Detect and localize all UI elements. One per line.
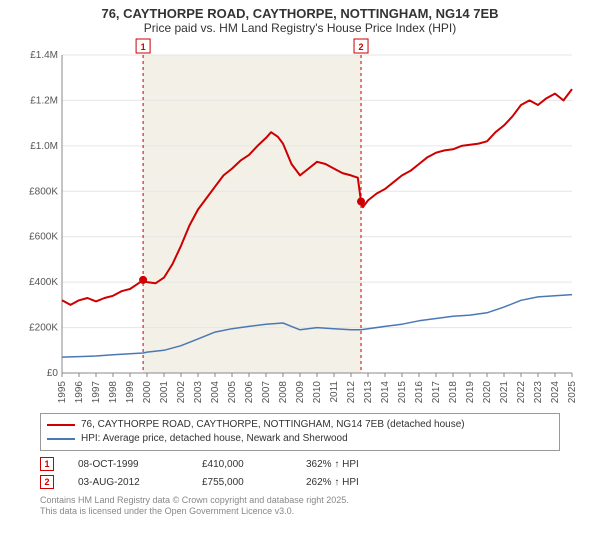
footer-line1: Contains HM Land Registry data © Crown c… [40,495,560,506]
legend-item: HPI: Average price, detached house, Newa… [47,432,553,446]
svg-text:2025: 2025 [567,381,578,404]
svg-text:2016: 2016 [414,381,425,404]
svg-text:2023: 2023 [533,381,544,404]
svg-text:2014: 2014 [380,381,391,404]
legend-label: HPI: Average price, detached house, Newa… [81,432,348,446]
svg-text:1998: 1998 [108,381,119,404]
sale-price: £755,000 [202,477,282,488]
svg-text:1999: 1999 [125,381,136,404]
svg-text:2011: 2011 [329,381,340,403]
svg-text:2003: 2003 [193,381,204,404]
sale-pct: 262% ↑ HPI [306,477,359,488]
svg-text:2024: 2024 [550,381,561,404]
svg-text:1995: 1995 [57,381,68,404]
svg-text:2009: 2009 [295,381,306,404]
svg-text:2008: 2008 [278,381,289,404]
svg-text:1996: 1996 [74,381,85,404]
sale-date: 03-AUG-2012 [78,477,178,488]
legend-swatch [47,424,75,426]
svg-text:2022: 2022 [516,381,527,404]
footer-note: Contains HM Land Registry data © Crown c… [40,495,560,517]
line-chart-svg: £0 £200K £400K £600K £800K £1.0M £1.2M £1.4M 199… [20,37,580,407]
chart-title-address: 76, CAYTHORPE ROAD, CAYTHORPE, NOTTINGHA… [10,6,590,21]
svg-text:1997: 1997 [91,381,102,404]
svg-text:£1.2M: £1.2M [30,95,58,106]
chart-title-sub: Price paid vs. HM Land Registry's House … [10,21,590,35]
sale-price: £410,000 [202,459,282,470]
legend-swatch [47,438,75,440]
legend-item: 76, CAYTHORPE ROAD, CAYTHORPE, NOTTINGHA… [47,418,553,432]
svg-text:£1.4M: £1.4M [30,50,58,61]
sale-pct: 362% ↑ HPI [306,459,359,470]
svg-text:2021: 2021 [499,381,510,404]
svg-text:2002: 2002 [176,381,187,404]
sale-marker-icon: 1 [40,457,54,471]
legend: 76, CAYTHORPE ROAD, CAYTHORPE, NOTTINGHA… [40,413,560,451]
sale-row: 1 08-OCT-1999 £410,000 362% ↑ HPI [40,455,560,473]
svg-text:2019: 2019 [465,381,476,404]
chart-area: £0 £200K £400K £600K £800K £1.0M £1.2M £1.4M 199… [20,37,580,407]
svg-text:£0: £0 [47,368,59,379]
svg-text:2: 2 [359,42,364,52]
svg-text:1: 1 [141,42,146,52]
svg-text:2007: 2007 [261,381,272,404]
sale-date: 08-OCT-1999 [78,459,178,470]
svg-text:2006: 2006 [244,381,255,404]
sales-table: 1 08-OCT-1999 £410,000 362% ↑ HPI 2 03-AUG-20… [40,455,560,491]
svg-text:2001: 2001 [159,381,170,404]
svg-text:2017: 2017 [431,381,442,404]
svg-text:£400K: £400K [29,277,58,288]
svg-text:2018: 2018 [448,381,459,404]
svg-text:2000: 2000 [142,381,153,404]
footer-line2: This data is licensed under the Open Gov… [40,506,560,517]
svg-text:£600K: £600K [29,232,58,243]
svg-text:£800K: £800K [29,186,58,197]
svg-text:2020: 2020 [482,381,493,404]
svg-text:£200K: £200K [29,323,58,334]
svg-text:2015: 2015 [397,381,408,404]
svg-text:2005: 2005 [227,381,238,404]
svg-text:2010: 2010 [312,381,323,404]
chart-title-block: 76, CAYTHORPE ROAD, CAYTHORPE, NOTTINGHA… [0,0,600,37]
legend-label: 76, CAYTHORPE ROAD, CAYTHORPE, NOTTINGHA… [81,418,465,432]
sale-row: 2 03-AUG-2012 £755,000 262% ↑ HPI [40,473,560,491]
svg-text:£1.0M: £1.0M [30,141,58,152]
svg-text:2012: 2012 [346,381,357,404]
sale-marker-icon: 2 [40,475,54,489]
svg-text:2013: 2013 [363,381,374,404]
svg-text:2004: 2004 [210,381,221,404]
